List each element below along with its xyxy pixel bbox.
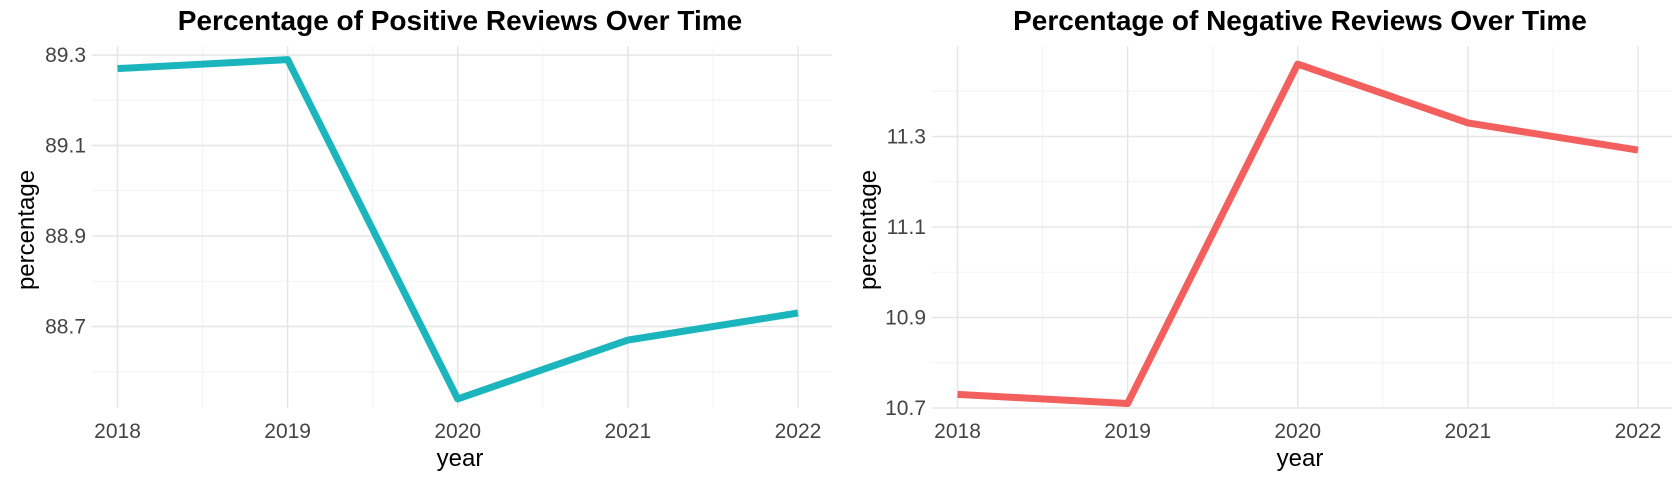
x-tick-label: 2020	[1274, 420, 1321, 443]
x-tick-label: 2022	[1615, 420, 1662, 443]
x-axis-ticks: 2018 2019 2020 2021 2022	[94, 420, 821, 443]
x-tick-label: 2019	[264, 420, 311, 443]
y-tick-label: 88.7	[45, 316, 86, 339]
y-axis-ticks: 10.7 10.9 11.1 11.3	[885, 126, 926, 421]
x-axis-label: year	[1277, 445, 1324, 472]
y-tick-label: 89.1	[45, 135, 86, 158]
y-axis-ticks: 88.7 88.9 89.1 89.3	[45, 44, 86, 339]
positive-reviews-chart: Percentage of Positive Reviews Over Time…	[13, 5, 832, 472]
y-axis-label: percentage	[13, 170, 40, 290]
y-tick-label: 10.7	[885, 397, 926, 420]
y-tick-label: 89.3	[45, 44, 86, 67]
y-tick-label: 88.9	[45, 225, 86, 248]
negative-reviews-chart: Percentage of Negative Reviews Over Time…	[855, 5, 1672, 472]
x-tick-label: 2020	[434, 420, 481, 443]
x-tick-label: 2019	[1104, 420, 1151, 443]
y-tick-label: 11.3	[887, 126, 926, 149]
x-axis-label: year	[437, 445, 484, 472]
x-tick-label: 2022	[775, 420, 822, 443]
y-tick-label: 10.9	[885, 307, 926, 330]
series-layer	[957, 60, 1639, 407]
y-tick-label: 11.1	[887, 216, 926, 239]
y-axis-label: percentage	[855, 170, 882, 290]
chart-title: Percentage of Positive Reviews Over Time	[178, 5, 742, 36]
grid	[932, 46, 1672, 409]
x-tick-label: 2021	[1445, 420, 1492, 443]
x-tick-label: 2018	[934, 420, 981, 443]
x-tick-label: 2021	[605, 420, 652, 443]
x-tick-label: 2018	[94, 420, 141, 443]
grid	[92, 46, 832, 408]
series-layer	[117, 56, 799, 403]
x-axis-ticks: 2018 2019 2020 2021 2022	[934, 420, 1661, 443]
chart-title: Percentage of Negative Reviews Over Time	[1013, 5, 1587, 36]
